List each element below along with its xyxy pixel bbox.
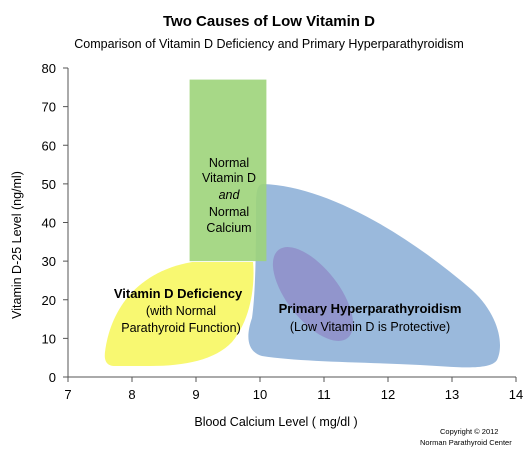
region-vitamin-d-deficiency: [104, 262, 254, 366]
x-tick-label: 10: [253, 387, 267, 402]
y-ticks: 0 10 20 30 40 50 60 70 80: [42, 61, 68, 385]
x-ticks: 7 8 9 10 11 12 13 14: [64, 377, 523, 402]
chart-title: Two Causes of Low Vitamin D: [163, 13, 375, 30]
y-tick-label: 20: [42, 293, 56, 308]
y-tick-label: 0: [49, 370, 56, 385]
normal-label-line: Normal: [209, 205, 249, 219]
x-tick-label: 14: [509, 387, 523, 402]
deficiency-label: Vitamin D Deficiency (with Normal Parath…: [114, 286, 243, 335]
x-tick-label: 11: [317, 387, 331, 402]
copyright-line: Copyright © 2012: [440, 427, 498, 436]
normal-label-line: and: [219, 188, 241, 202]
deficiency-label-title: Vitamin D Deficiency: [114, 286, 243, 301]
copyright-line: Norman Parathyroid Center: [420, 438, 512, 447]
y-tick-label: 50: [42, 177, 56, 192]
y-axis-title: Vitamin D-25 Level (ng/ml): [10, 171, 24, 319]
hyperpara-label: Primary Hyperparathyroidism (Low Vitamin…: [279, 301, 462, 334]
y-tick-label: 10: [42, 331, 56, 346]
normal-label-line: Calcium: [206, 221, 251, 235]
chart-subtitle: Comparison of Vitamin D Deficiency and P…: [74, 37, 464, 51]
y-tick-label: 80: [42, 61, 56, 76]
x-tick-label: 8: [128, 387, 135, 402]
x-tick-label: 9: [192, 387, 199, 402]
x-tick-label: 12: [381, 387, 395, 402]
hyperpara-label-line: (Low Vitamin D is Protective): [290, 320, 450, 334]
deficiency-label-line: (with Normal: [146, 304, 216, 318]
y-tick-label: 40: [42, 216, 56, 231]
deficiency-label-line: Parathyroid Function): [121, 321, 241, 335]
x-axis-title: Blood Calcium Level ( mg/dl ): [194, 415, 357, 429]
hyperpara-label-title: Primary Hyperparathyroidism: [279, 301, 462, 316]
x-tick-label: 13: [445, 387, 459, 402]
y-tick-label: 30: [42, 254, 56, 269]
plot-area: [104, 79, 501, 368]
y-tick-label: 60: [42, 138, 56, 153]
normal-label: Normal Vitamin D and Normal Calcium: [202, 156, 256, 235]
normal-label-line: Vitamin D: [202, 171, 256, 185]
normal-label-line: Normal: [209, 156, 249, 170]
region-normal: [189, 79, 267, 262]
y-tick-label: 70: [42, 100, 56, 115]
x-tick-label: 7: [64, 387, 71, 402]
region-overlap: [272, 247, 354, 341]
